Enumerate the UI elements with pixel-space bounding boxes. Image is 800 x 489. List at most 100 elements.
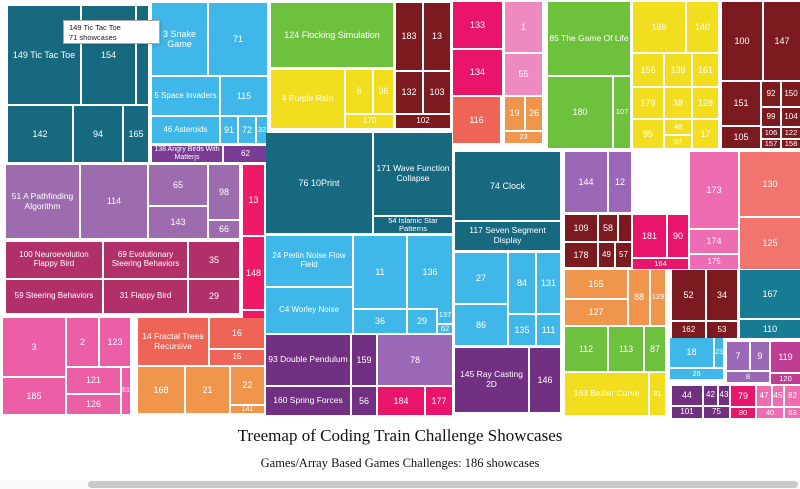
treemap-cell[interactable]: 7 xyxy=(727,342,749,370)
treemap-cell[interactable]: 53 xyxy=(707,322,737,338)
treemap-cell[interactable]: 17 xyxy=(693,120,718,148)
treemap-cell[interactable]: 13 xyxy=(243,165,264,235)
treemap-cell[interactable]: 180 xyxy=(548,77,612,148)
treemap-cell[interactable]: 178 xyxy=(565,243,597,267)
treemap-cell[interactable]: 45 xyxy=(773,386,783,406)
treemap-cell[interactable]: 6 xyxy=(346,70,372,113)
treemap-cell[interactable]: 143 xyxy=(149,207,207,238)
treemap-cell[interactable]: 109 xyxy=(565,215,597,241)
treemap-cell[interactable]: 8 xyxy=(727,372,769,382)
treemap-cell[interactable]: 79 xyxy=(731,386,755,406)
treemap-cell[interactable]: 88 xyxy=(629,270,649,325)
treemap-cell[interactable]: 101 xyxy=(672,407,702,418)
treemap-cell[interactable]: 19 xyxy=(505,97,524,130)
treemap-cell[interactable]: 131 xyxy=(537,253,560,313)
treemap-cell[interactable] xyxy=(619,215,631,241)
treemap-cell[interactable]: 61 xyxy=(122,368,130,414)
treemap-cell[interactable]: 145 Ray Casting 2D xyxy=(455,348,528,412)
treemap-cell[interactable]: 147 xyxy=(764,2,800,80)
treemap-cell[interactable]: C4 Worley Noise xyxy=(266,288,352,333)
treemap-cell[interactable]: 184 xyxy=(378,387,424,415)
treemap-cell[interactable]: 16 xyxy=(210,318,264,348)
treemap-cell[interactable]: 135 xyxy=(509,315,535,345)
treemap-cell[interactable]: 22 xyxy=(231,367,264,404)
treemap-cell[interactable]: 125 xyxy=(740,218,800,269)
treemap-cell[interactable]: 136 xyxy=(408,236,452,308)
treemap-cell[interactable]: 144 xyxy=(565,152,607,212)
treemap-cell[interactable]: 74 Clock xyxy=(455,152,560,220)
treemap-cell[interactable]: 95 xyxy=(633,120,663,148)
treemap-cell[interactable]: 181 xyxy=(633,215,666,257)
treemap-cell[interactable]: 40 xyxy=(757,408,783,418)
treemap-cell[interactable]: 132 xyxy=(396,72,422,113)
treemap-cell[interactable]: 4 Purple Rain xyxy=(271,70,344,128)
treemap-cell[interactable]: 62 xyxy=(224,146,267,162)
treemap-cell[interactable]: 26 xyxy=(670,369,723,379)
treemap-cell[interactable]: 102 xyxy=(396,115,450,128)
treemap-cell[interactable]: 126 xyxy=(67,395,120,414)
treemap-cell[interactable]: 167 xyxy=(740,270,800,318)
treemap-cell[interactable]: 29 xyxy=(408,310,436,333)
treemap-cell[interactable]: 87 xyxy=(645,327,665,371)
treemap-cell[interactable]: 12 xyxy=(609,152,631,212)
treemap-cell[interactable]: 75 xyxy=(704,407,729,418)
treemap-cell[interactable]: 23 xyxy=(715,338,723,367)
treemap-cell[interactable]: 177 xyxy=(426,387,452,415)
treemap-cell[interactable]: 163 Bezier Curve xyxy=(565,373,648,415)
treemap-cell[interactable]: 139 xyxy=(665,54,691,86)
treemap-cell[interactable]: 43 xyxy=(719,386,729,405)
treemap-cell[interactable]: 54 Islamic Star Patterns xyxy=(374,217,452,233)
treemap-cell[interactable]: 84 xyxy=(509,253,535,313)
treemap-cell[interactable]: 113 xyxy=(609,327,643,371)
treemap-cell[interactable]: 115 xyxy=(221,77,267,115)
treemap-cell[interactable]: 57 xyxy=(616,243,631,267)
treemap-cell[interactable]: 9 xyxy=(751,342,769,370)
treemap-cell[interactable]: 162 xyxy=(672,322,705,338)
treemap-cell[interactable]: 2 xyxy=(67,318,98,366)
treemap-cell[interactable]: 85 The Game Of Life xyxy=(548,2,630,75)
treemap-cell[interactable]: 91 xyxy=(221,117,237,143)
treemap-cell[interactable]: 58 xyxy=(599,215,617,241)
treemap-cell[interactable]: 78 xyxy=(378,335,452,385)
treemap-cell[interactable] xyxy=(137,6,148,104)
treemap-cell[interactable]: 49 xyxy=(599,243,614,267)
treemap-cell[interactable]: 104 xyxy=(782,108,800,126)
treemap-cell[interactable]: 59 Steering Behaviors xyxy=(6,280,102,313)
treemap-cell[interactable]: 3 xyxy=(3,318,65,376)
treemap-cell[interactable]: 142 xyxy=(8,106,72,162)
treemap-cell[interactable]: 110 xyxy=(740,320,800,338)
treemap-cell[interactable]: 146 xyxy=(530,348,560,412)
treemap-cell[interactable]: 151 xyxy=(722,82,760,125)
treemap-cell[interactable]: 48 xyxy=(665,120,691,134)
treemap-cell[interactable]: 161 xyxy=(693,54,718,86)
treemap-cell[interactable]: 96 xyxy=(374,70,393,113)
treemap-cell[interactable]: 15 xyxy=(210,350,264,365)
treemap-cell[interactable]: 47 xyxy=(757,386,771,406)
treemap-cell[interactable]: 140 xyxy=(687,2,718,52)
treemap-cell[interactable]: 62 xyxy=(438,325,452,333)
treemap-cell[interactable]: 21 xyxy=(186,367,229,413)
treemap-cell[interactable]: 164 xyxy=(633,259,688,269)
treemap-cell[interactable]: 166 xyxy=(633,2,685,52)
treemap-cell[interactable]: 165 xyxy=(124,106,148,162)
treemap-cell[interactable]: 81 xyxy=(650,373,665,415)
treemap-cell[interactable]: 55 xyxy=(505,54,542,95)
treemap-cell[interactable]: 11 xyxy=(354,236,406,308)
treemap-cell[interactable]: 51 A Pathfinding Algorithm xyxy=(6,165,79,238)
treemap-cell[interactable]: 129 xyxy=(651,270,665,325)
treemap-cell[interactable]: 69 Evolutionary Steering Behaviors xyxy=(104,242,187,278)
treemap-cell[interactable]: 122 xyxy=(782,128,800,138)
treemap-cell[interactable]: 137 xyxy=(438,308,452,323)
treemap-cell[interactable]: 179 xyxy=(633,88,663,118)
treemap-cell[interactable]: 106 xyxy=(762,128,780,138)
treemap-cell[interactable]: 13 xyxy=(424,3,450,70)
treemap-cell[interactable]: 148 xyxy=(243,237,264,309)
treemap-cell[interactable]: 103 xyxy=(424,72,450,113)
treemap-cell[interactable]: 133 xyxy=(453,2,502,48)
treemap-cell[interactable]: 1 xyxy=(505,2,542,52)
treemap-cell[interactable]: 173 xyxy=(690,152,738,228)
treemap-cell[interactable]: 66 xyxy=(209,221,239,238)
treemap-cell[interactable]: 90 xyxy=(668,215,688,257)
treemap-cell[interactable]: 170 xyxy=(346,115,393,128)
treemap-cell[interactable]: 156 xyxy=(633,54,663,86)
